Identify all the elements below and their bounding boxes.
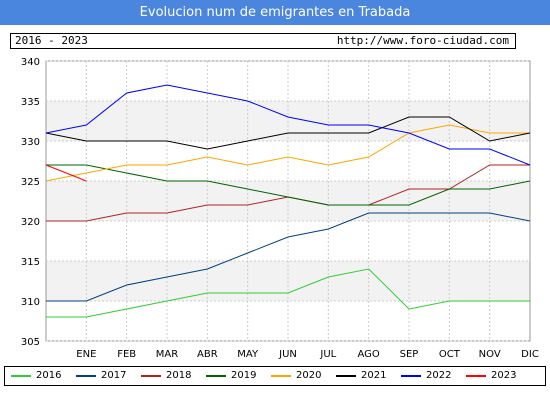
- legend-label: 2019: [231, 370, 257, 381]
- legend-label: 2017: [101, 370, 127, 381]
- line-chart: 305 310 315 320 325 330 335 340 ENE FEB MAR ABR MAY…: [21, 57, 539, 360]
- x-tick-label: JUL: [319, 349, 336, 360]
- x-tick-label: NOV: [479, 349, 501, 360]
- legend: 2016 2017 2018 2019 2020 2021 2022 2023: [4, 366, 546, 386]
- y-tick-label: 325: [21, 177, 40, 188]
- y-tick-label: 315: [21, 257, 40, 268]
- legend-swatch: [206, 375, 226, 377]
- x-tick-label: JUN: [278, 349, 297, 360]
- legend-label: 2021: [361, 370, 387, 381]
- legend-label: 2023: [491, 370, 517, 381]
- legend-label: 2020: [296, 370, 322, 381]
- y-tick-label: 320: [21, 217, 40, 228]
- x-tick-label: FEB: [117, 349, 136, 360]
- y-tick-label: 335: [21, 97, 40, 108]
- legend-label: 2022: [426, 370, 452, 381]
- legend-swatch: [466, 375, 486, 377]
- legend-swatch: [336, 375, 356, 377]
- series-line-2017: [46, 212, 531, 302]
- source-url: http://www.foro-ciudad.com: [336, 34, 509, 47]
- x-tick-label: MAR: [156, 349, 178, 360]
- legend-label: 2016: [36, 370, 62, 381]
- x-tick-label: ABR: [197, 349, 218, 360]
- x-tick-label: MAY: [237, 349, 259, 360]
- series-line-2019: [46, 164, 531, 206]
- legend-swatch: [401, 375, 421, 377]
- series-line-2020: [45, 124, 530, 182]
- y-tick-label: 310: [21, 297, 40, 308]
- legend-swatch: [11, 375, 31, 377]
- legend-swatch: [271, 375, 291, 377]
- info-bar: 2016 - 2023 http://www.foro-ciudad.com: [10, 33, 516, 49]
- y-tick-label: 340: [21, 57, 40, 68]
- series-line-2023: [45, 164, 87, 182]
- x-tick-label: ENE: [76, 349, 96, 360]
- series-line-2016: [46, 268, 530, 318]
- x-tick-label: DIC: [521, 349, 539, 360]
- y-tick-label: 330: [21, 137, 40, 148]
- chart-title: Evolucion num de emigrantes en Trabada: [0, 0, 550, 25]
- series-line-2022: [45, 84, 531, 166]
- legend-swatch: [141, 375, 161, 377]
- x-tick-label: SEP: [400, 349, 419, 360]
- legend-label: 2018: [166, 370, 192, 381]
- x-tick-label: AGO: [358, 349, 380, 360]
- series-line-2021: [45, 116, 531, 150]
- x-tick-label: OCT: [439, 349, 461, 360]
- period-label: 2016 - 2023: [15, 34, 88, 47]
- legend-swatch: [76, 375, 96, 377]
- y-tick-label: 305: [21, 337, 40, 348]
